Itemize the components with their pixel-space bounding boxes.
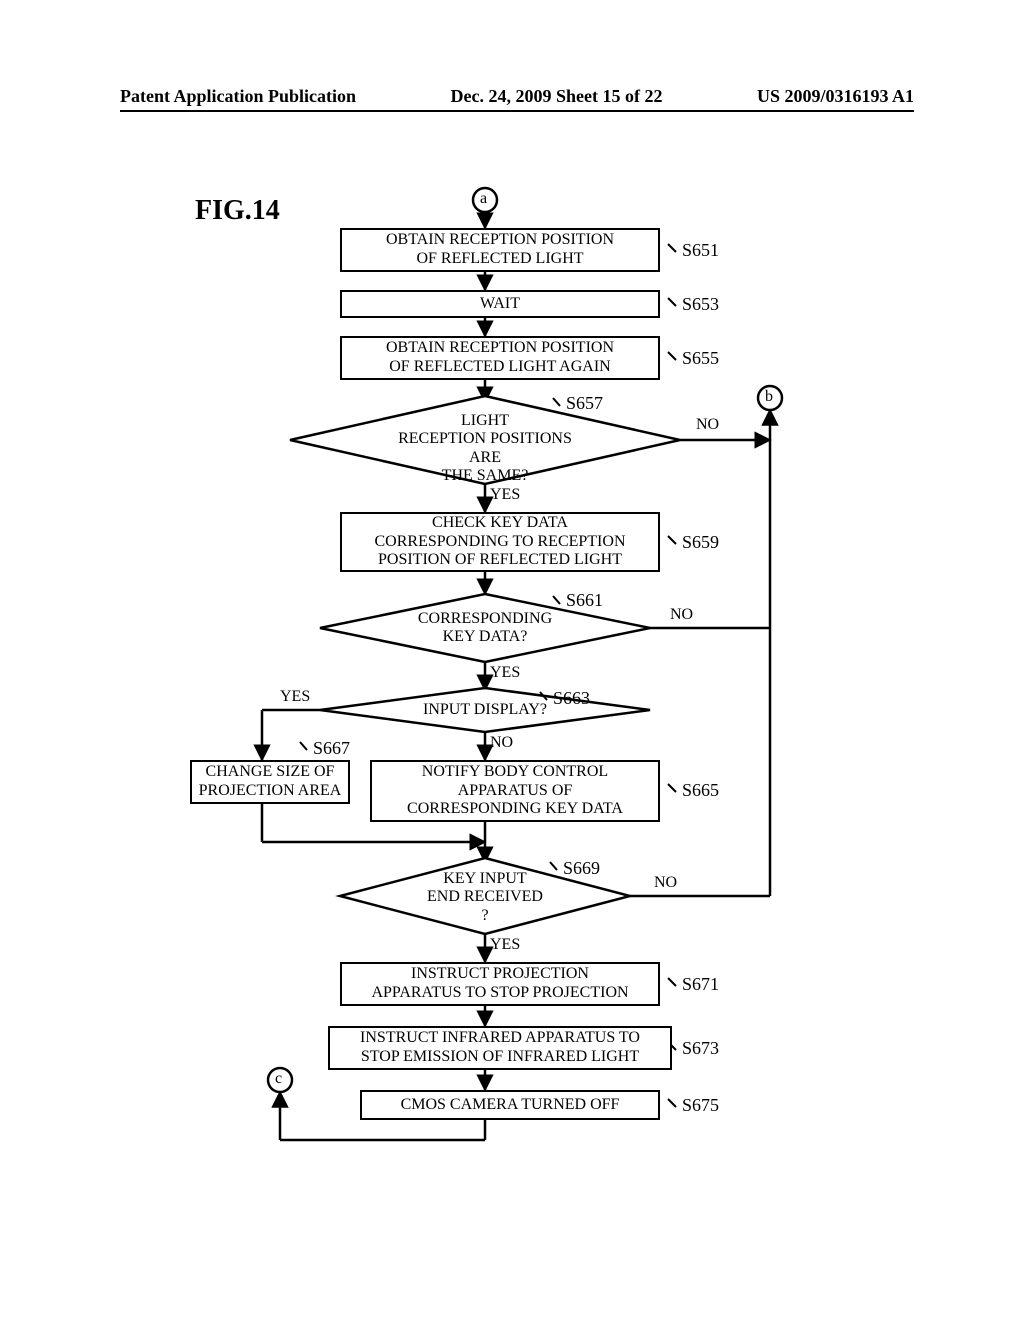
step-label-s671: S671 [682,974,719,995]
step-text: INSTRUCT INFRARED APPARATUS TOSTOP EMISS… [360,1029,640,1067]
step-label-s653: S653 [682,294,719,315]
step-label-s665: S665 [682,780,719,801]
step-s653: WAIT [340,290,660,318]
page: Patent Application Publication Dec. 24, … [0,0,1024,1320]
step-s667: CHANGE SIZE OFPROJECTION AREA [190,760,350,804]
flowchart-svg [0,0,1024,1320]
branch-yes: YES [280,688,310,706]
step-text: CMOS CAMERA TURNED OFF [401,1096,620,1115]
branch-no: NO [654,874,677,892]
branch-yes: YES [490,664,520,682]
connector-a-label: a [480,190,487,208]
branch-yes: YES [490,936,520,954]
step-label-s675: S675 [682,1095,719,1116]
step-label-s651: S651 [682,240,719,261]
step-text: CHANGE SIZE OFPROJECTION AREA [199,763,342,801]
step-s665: NOTIFY BODY CONTROLAPPARATUS OFCORRESPON… [370,760,660,822]
step-label-s661: S661 [566,590,603,611]
step-text: OBTAIN RECEPTION POSITIONOF REFLECTED LI… [386,231,614,269]
step-label-s657: S657 [566,393,603,414]
connector-b-label: b [765,388,773,406]
step-s675: CMOS CAMERA TURNED OFF [360,1090,660,1120]
step-label-s673: S673 [682,1038,719,1059]
step-label-s659: S659 [682,532,719,553]
step-text: INSTRUCT PROJECTIONAPPARATUS TO STOP PRO… [371,965,628,1003]
branch-no: NO [670,606,693,624]
step-text: OBTAIN RECEPTION POSITIONOF REFLECTED LI… [386,339,614,377]
branch-no: NO [490,734,513,752]
connector-c-label: c [275,1070,282,1088]
step-label-s663: S663 [553,688,590,709]
step-s671: INSTRUCT PROJECTIONAPPARATUS TO STOP PRO… [340,962,660,1006]
step-text: CHECK KEY DATACORRESPONDING TO RECEPTION… [375,514,626,571]
step-text: NOTIFY BODY CONTROLAPPARATUS OFCORRESPON… [407,763,623,820]
step-s651: OBTAIN RECEPTION POSITIONOF REFLECTED LI… [340,228,660,272]
branch-no: NO [696,416,719,434]
step-s673: INSTRUCT INFRARED APPARATUS TOSTOP EMISS… [328,1026,672,1070]
step-label-s669: S669 [563,858,600,879]
step-text: WAIT [480,295,520,314]
step-label-s667: S667 [313,738,350,759]
branch-yes: YES [490,486,520,504]
step-s655: OBTAIN RECEPTION POSITIONOF REFLECTED LI… [340,336,660,380]
step-label-s655: S655 [682,348,719,369]
step-s659: CHECK KEY DATACORRESPONDING TO RECEPTION… [340,512,660,572]
